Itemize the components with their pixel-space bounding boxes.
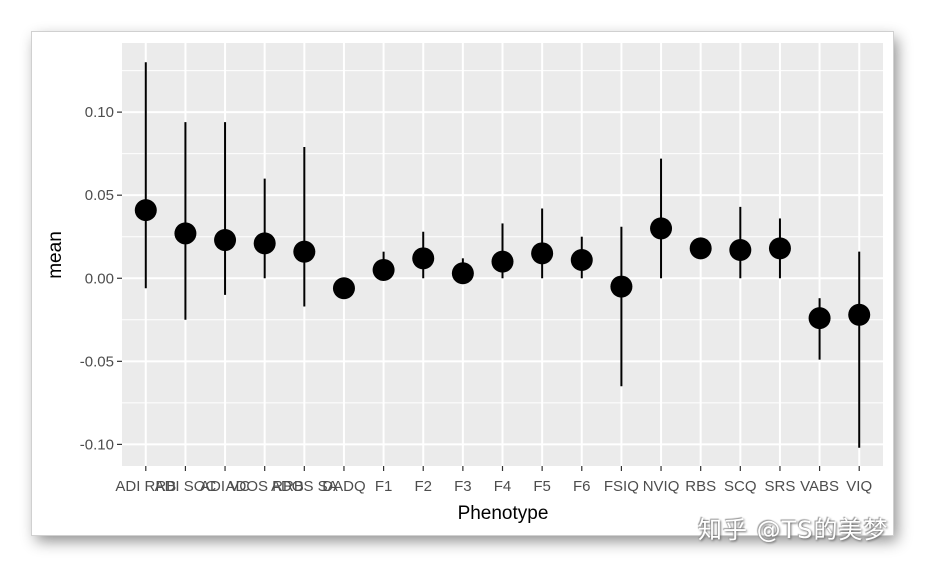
y-tick-label: -0.10	[80, 436, 114, 453]
data-point	[610, 275, 633, 298]
x-tick-label: SCQ	[724, 478, 757, 495]
x-tick-label: F3	[454, 478, 472, 495]
x-tick-label: ADOS SA	[271, 478, 338, 495]
x-tick-label: F5	[533, 478, 551, 495]
x-tick-label: ADI VC	[200, 478, 250, 495]
data-point	[451, 262, 474, 285]
x-tick-label: VABS	[800, 478, 839, 495]
data-points	[134, 62, 871, 448]
x-tick-label: ADI RRB	[115, 478, 176, 495]
data-point	[570, 248, 593, 271]
x-tick-label: NVIQ	[643, 478, 680, 495]
x-tick-label: ADI SOC	[155, 478, 217, 495]
watermark: 知乎 @TS的美梦	[698, 516, 889, 544]
y-tick-label: 0.00	[85, 270, 114, 287]
data-point	[372, 258, 395, 281]
data-point	[689, 237, 712, 260]
y-tick-label: 0.10	[85, 104, 114, 121]
data-point	[293, 240, 316, 263]
data-point	[729, 239, 752, 262]
x-tick-label: VIQ	[846, 478, 872, 495]
y-axis-title: mean	[45, 231, 66, 279]
x-tick-label: F6	[573, 478, 591, 495]
x-tick-label: ADOS RRB	[226, 478, 304, 495]
data-point	[808, 307, 831, 330]
y-axis: 0.10 0.05 0.00 -0.05 -0.10	[80, 104, 122, 453]
data-point	[253, 232, 276, 255]
data-point	[332, 277, 355, 300]
data-point	[491, 250, 514, 273]
x-tick-label: F2	[414, 478, 432, 495]
x-tick-label: RBS	[685, 478, 716, 495]
data-point	[412, 247, 435, 270]
x-tick-label: DADQ	[322, 478, 365, 495]
x-axis-title: Phenotype	[458, 503, 549, 524]
data-point	[531, 242, 554, 265]
data-point	[134, 199, 157, 222]
x-tick-label: FSIQ	[604, 478, 639, 495]
data-point	[214, 229, 237, 252]
data-point	[174, 222, 197, 245]
data-point	[848, 303, 871, 326]
x-tick-label: F1	[375, 478, 393, 495]
y-tick-label: -0.05	[80, 353, 114, 370]
x-tick-label: SRS	[765, 478, 796, 495]
data-point	[768, 237, 791, 260]
y-tick-label: 0.05	[85, 187, 114, 204]
x-tick-label: F4	[494, 478, 512, 495]
data-point	[650, 217, 673, 240]
